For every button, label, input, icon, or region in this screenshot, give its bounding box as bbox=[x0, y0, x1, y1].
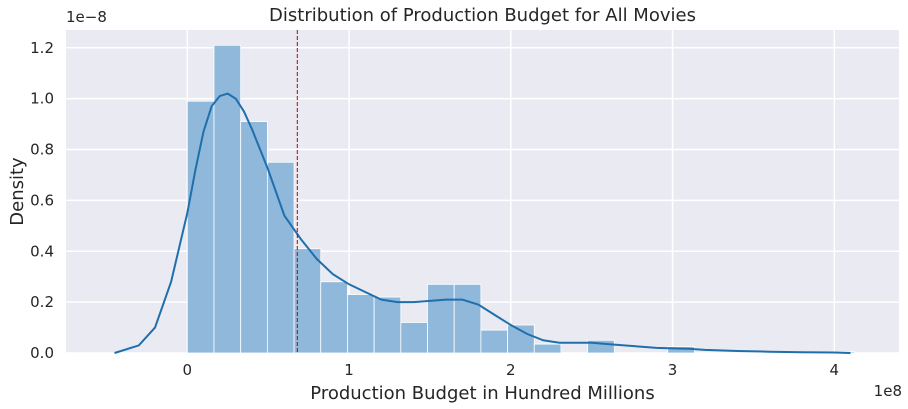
histogram-bar bbox=[507, 324, 535, 354]
x-tick-label: 1 bbox=[344, 361, 354, 379]
histogram-bar bbox=[400, 322, 428, 354]
x-tick-label: 2 bbox=[506, 361, 516, 379]
x-tick-label: 4 bbox=[830, 361, 840, 379]
histogram-bar bbox=[186, 100, 215, 354]
histogram-bar bbox=[293, 248, 322, 354]
tick-labels: 0 1 2 3 4 0.0 0.2 0.4 0.6 0.8 1.0 1.2 bbox=[30, 39, 839, 379]
histogram-bar bbox=[320, 281, 348, 354]
histogram-bar bbox=[533, 343, 562, 354]
y-tick-label: 0.8 bbox=[30, 141, 54, 159]
y-tick-label: 0.2 bbox=[30, 293, 54, 311]
y-tick-label: 0.6 bbox=[30, 191, 54, 209]
histogram-bar bbox=[453, 283, 482, 354]
histogram-bar bbox=[480, 329, 508, 354]
y-axis-title: Density bbox=[7, 157, 28, 226]
x-tick-label: 0 bbox=[183, 361, 193, 379]
histogram-bar bbox=[266, 161, 295, 354]
y-axis-offset-label: 1e−8 bbox=[66, 8, 107, 26]
y-tick-label: 1.0 bbox=[30, 90, 54, 108]
kde-curve bbox=[114, 92, 851, 354]
histogram-bar bbox=[240, 121, 268, 354]
histogram-bar bbox=[373, 296, 402, 354]
x-axis-offset-label: 1e8 bbox=[874, 382, 902, 400]
histogram-bar bbox=[213, 44, 242, 354]
y-tick-label: 0.4 bbox=[30, 242, 54, 260]
histogram-bars bbox=[186, 44, 855, 354]
chart-title: Distribution of Production Budget for Al… bbox=[269, 5, 696, 26]
x-axis-title: Production Budget in Hundred Millions bbox=[310, 383, 654, 404]
histogram-bar bbox=[427, 283, 455, 354]
histogram-bar bbox=[347, 294, 375, 354]
y-tick-label: 0.0 bbox=[30, 344, 54, 362]
x-tick-label: 3 bbox=[668, 361, 678, 379]
y-tick-label: 1.2 bbox=[30, 39, 54, 57]
